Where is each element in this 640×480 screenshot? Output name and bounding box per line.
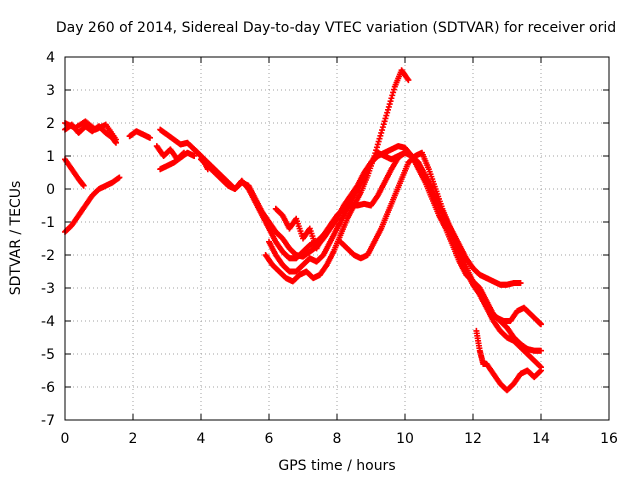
data-point	[377, 132, 384, 139]
data-point	[371, 153, 378, 159]
data-point	[538, 367, 544, 374]
data-point	[147, 134, 153, 141]
data-point	[538, 347, 544, 354]
data-point	[372, 150, 379, 157]
y-tick-label: 4	[46, 50, 55, 66]
data-point	[389, 92, 396, 99]
x-axis-label: GPS time / hours	[278, 458, 395, 474]
y-tick-label: -6	[41, 380, 55, 396]
data-point	[320, 232, 327, 239]
data-point	[537, 368, 544, 375]
data-point	[113, 136, 119, 143]
x-tick-label: 2	[129, 431, 138, 447]
data-point	[373, 144, 380, 151]
data-point	[538, 321, 544, 328]
data-points	[62, 67, 544, 394]
x-tick-label: 16	[600, 431, 618, 447]
series-track-o	[473, 327, 544, 394]
data-point	[381, 118, 388, 125]
data-point	[373, 147, 380, 154]
data-point	[380, 121, 387, 128]
data-point	[387, 98, 394, 105]
data-point	[385, 103, 392, 110]
data-point	[390, 89, 397, 96]
x-tick-label: 10	[396, 431, 414, 447]
y-tick-label: -5	[41, 347, 55, 363]
y-tick-label: -7	[41, 413, 55, 429]
x-tick-label: 0	[61, 431, 70, 447]
data-point	[379, 124, 386, 131]
y-tick-label: -3	[41, 281, 55, 297]
data-point	[375, 138, 382, 145]
data-point	[517, 280, 524, 287]
x-tick-label: 14	[532, 431, 550, 447]
data-point	[382, 115, 389, 122]
x-tick-label: 12	[464, 431, 482, 447]
data-point	[388, 95, 395, 102]
y-tick-label: 1	[46, 149, 55, 165]
data-point	[80, 182, 87, 189]
series-track-h	[157, 149, 198, 173]
series-track-e	[126, 128, 153, 141]
series-track-m	[272, 205, 327, 252]
chart-title: Day 260 of 2014, Sidereal Day-to-day VTE…	[56, 20, 616, 36]
data-point	[385, 106, 391, 113]
y-tick-label: 0	[46, 182, 55, 198]
x-tick-label: 8	[333, 431, 342, 447]
data-point	[378, 129, 385, 136]
data-point	[405, 77, 412, 84]
series-track-c	[62, 156, 87, 189]
series-track-b	[62, 118, 119, 143]
data-point	[384, 109, 391, 116]
data-point	[379, 127, 386, 134]
series-track-l	[262, 67, 412, 285]
y-tick-label: -1	[41, 215, 55, 231]
data-point	[386, 101, 393, 108]
plot-frame	[64, 56, 610, 421]
data-point	[376, 135, 383, 142]
data-point	[390, 86, 397, 93]
x-tick-label: 4	[197, 431, 206, 447]
x-tick-label: 6	[265, 431, 274, 447]
y-tick-label: 2	[46, 116, 55, 132]
y-tick-label: -2	[41, 248, 55, 264]
y-tick-label: -4	[41, 314, 55, 330]
grid	[65, 57, 609, 420]
data-point	[374, 141, 381, 148]
y-axis-label: SDTVAR / TECUs	[8, 181, 24, 296]
data-point	[191, 153, 198, 159]
series-track-n	[337, 149, 544, 328]
y-tick-label: 3	[46, 83, 55, 99]
data-point	[383, 112, 390, 119]
data-point	[116, 174, 123, 181]
